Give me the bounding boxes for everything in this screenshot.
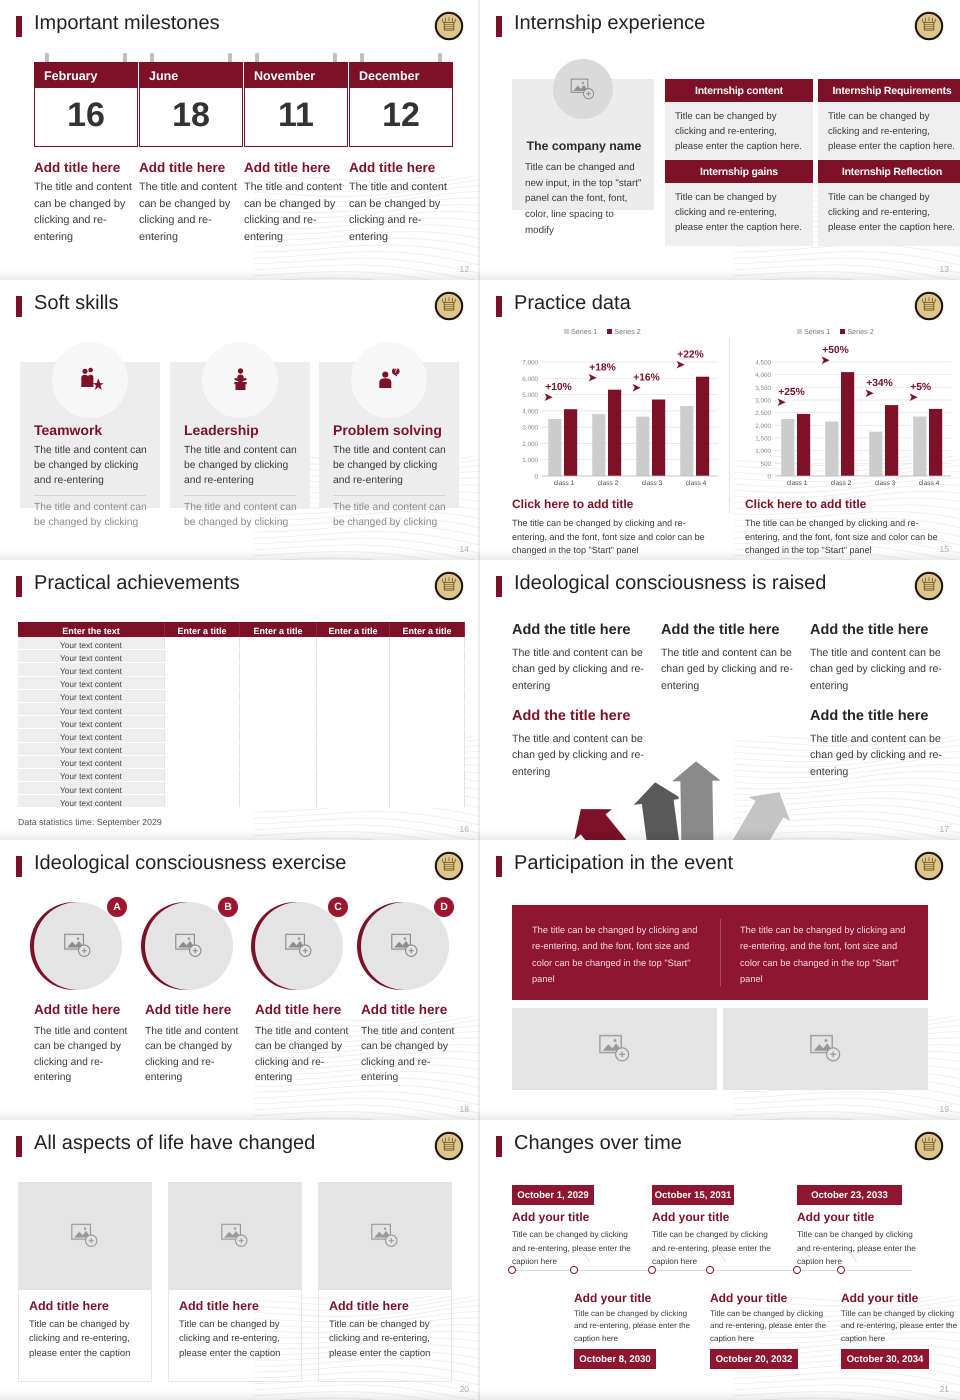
svg-text:4,500: 4,500 xyxy=(755,360,771,367)
svg-text:5,000: 5,000 xyxy=(522,392,538,399)
svg-text:0: 0 xyxy=(767,474,771,481)
svg-text:class 2: class 2 xyxy=(598,480,619,487)
svg-text:➤: ➤ xyxy=(908,390,918,404)
svg-text:➤: ➤ xyxy=(776,395,786,409)
svg-text:➤: ➤ xyxy=(543,390,553,404)
svg-text:class 4: class 4 xyxy=(686,480,707,487)
svg-text:class 3: class 3 xyxy=(642,480,663,487)
svg-text:3,000: 3,000 xyxy=(755,398,771,405)
svg-text:7,000: 7,000 xyxy=(522,360,538,367)
svg-text:class 1: class 1 xyxy=(787,480,808,487)
svg-text:➤: ➤ xyxy=(820,353,830,367)
svg-text:2,500: 2,500 xyxy=(755,410,771,417)
svg-text:3,000: 3,000 xyxy=(522,425,538,432)
svg-text:4,000: 4,000 xyxy=(522,408,538,415)
svg-text:➤: ➤ xyxy=(675,358,685,372)
svg-text:class 2: class 2 xyxy=(831,480,852,487)
svg-text:4,000: 4,000 xyxy=(755,372,771,379)
svg-text:1,500: 1,500 xyxy=(755,436,771,443)
svg-text:1,000: 1,000 xyxy=(755,448,771,455)
svg-text:3,500: 3,500 xyxy=(755,385,771,392)
svg-text:1,000: 1,000 xyxy=(522,457,538,464)
svg-text:2,000: 2,000 xyxy=(755,423,771,430)
svg-text:class 1: class 1 xyxy=(554,480,575,487)
svg-text:0: 0 xyxy=(534,474,538,481)
svg-text:class 4: class 4 xyxy=(919,480,940,487)
svg-text:➤: ➤ xyxy=(587,371,597,385)
svg-text:2,000: 2,000 xyxy=(522,441,538,448)
svg-text:class 3: class 3 xyxy=(875,480,896,487)
svg-text:➤: ➤ xyxy=(631,381,641,395)
svg-text:➤: ➤ xyxy=(864,386,874,400)
svg-text:6,000: 6,000 xyxy=(522,376,538,383)
svg-text:500: 500 xyxy=(760,461,771,468)
svg-text:?: ? xyxy=(394,368,398,375)
